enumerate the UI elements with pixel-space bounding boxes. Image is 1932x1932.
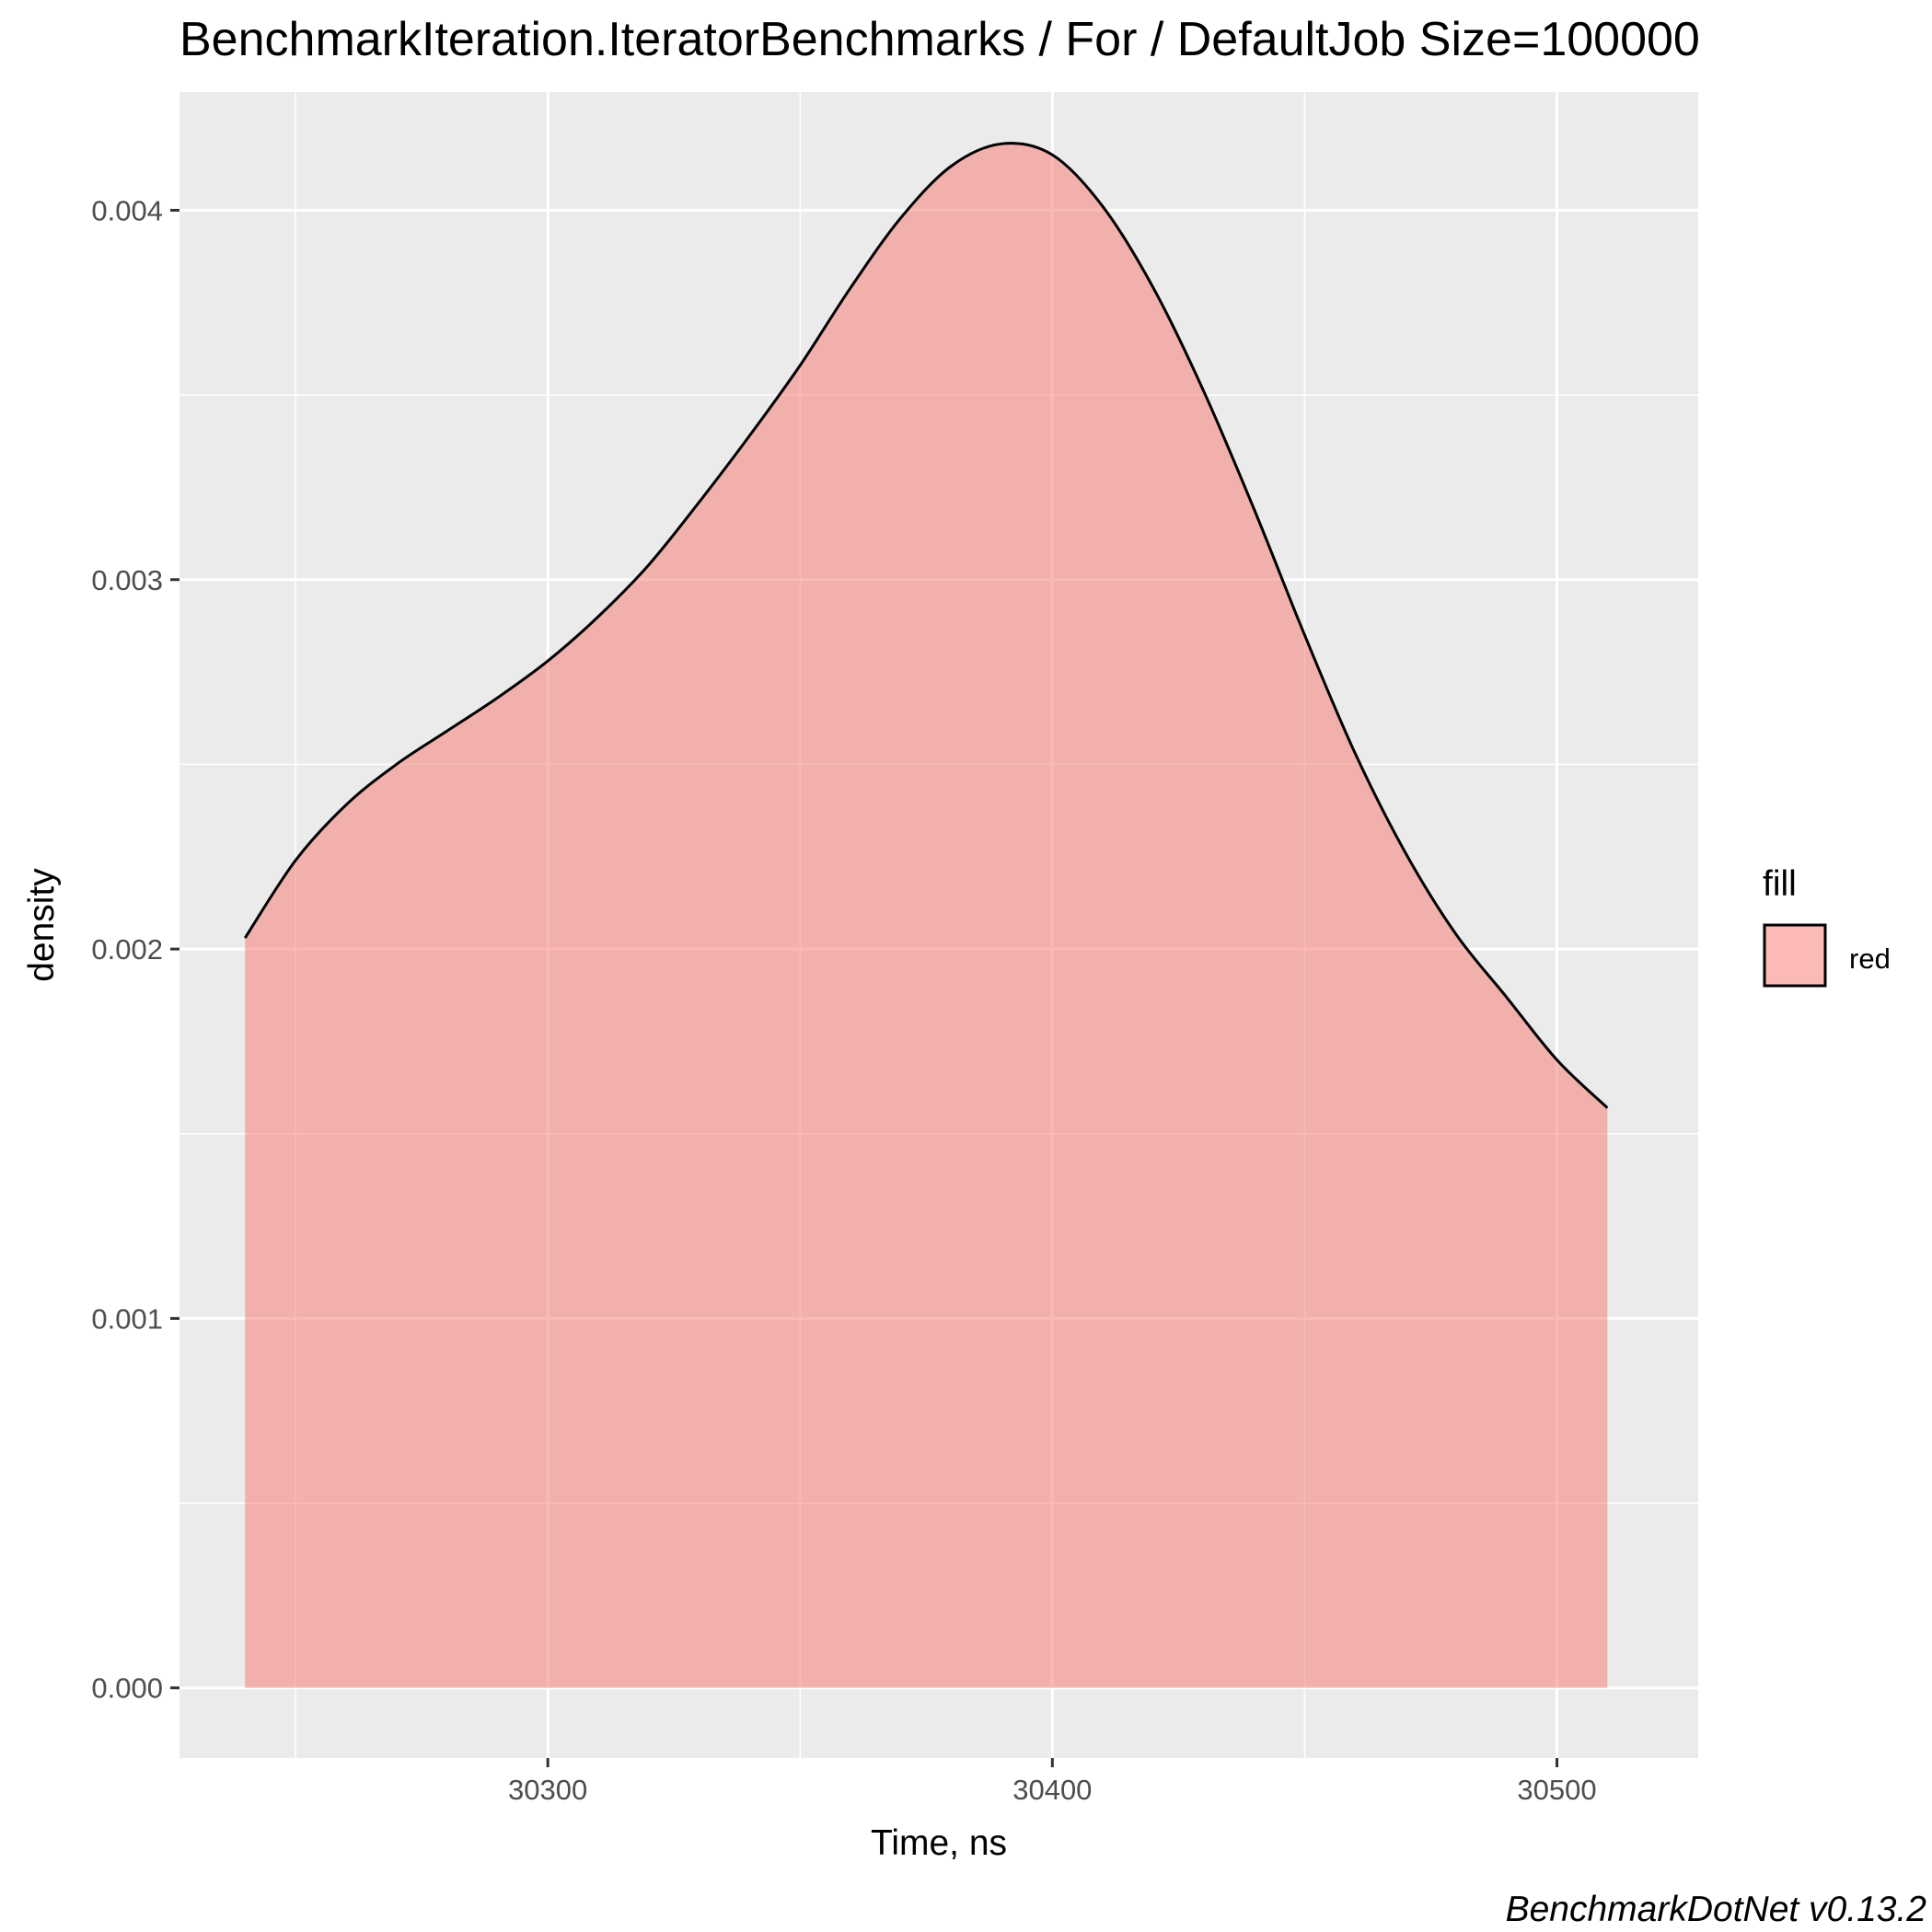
y-tick-label: 0.001 [91, 1302, 163, 1335]
legend-key-red [1763, 923, 1827, 988]
density-line [244, 142, 1609, 1109]
density-area [245, 143, 1608, 1688]
y-tick-label: 0.003 [91, 564, 163, 596]
y-tick-label: 0.004 [91, 194, 163, 226]
chart-title: BenchmarkIteration.IteratorBenchmarks / … [179, 13, 1700, 66]
x-axis: 30300 30400 30500 [508, 1758, 1597, 1806]
density-series [244, 142, 1609, 1688]
y-tick-label: 0.000 [91, 1672, 163, 1705]
y-axis-title: density [22, 868, 62, 982]
legend-title: fill [1763, 864, 1797, 904]
y-tick-label: 0.002 [91, 933, 163, 966]
caption: BenchmarkDotNet v0.13.2 [1506, 1890, 1927, 1929]
legend: fill red [1763, 864, 1891, 988]
y-axis: 0.000 0.001 0.002 0.003 0.004 [91, 194, 179, 1705]
x-tick-label: 30300 [508, 1774, 587, 1806]
x-axis-title: Time, ns [871, 1823, 1007, 1863]
x-tick-label: 30400 [1012, 1774, 1092, 1806]
x-tick-label: 30500 [1517, 1774, 1596, 1806]
legend-label-red: red [1849, 943, 1891, 975]
